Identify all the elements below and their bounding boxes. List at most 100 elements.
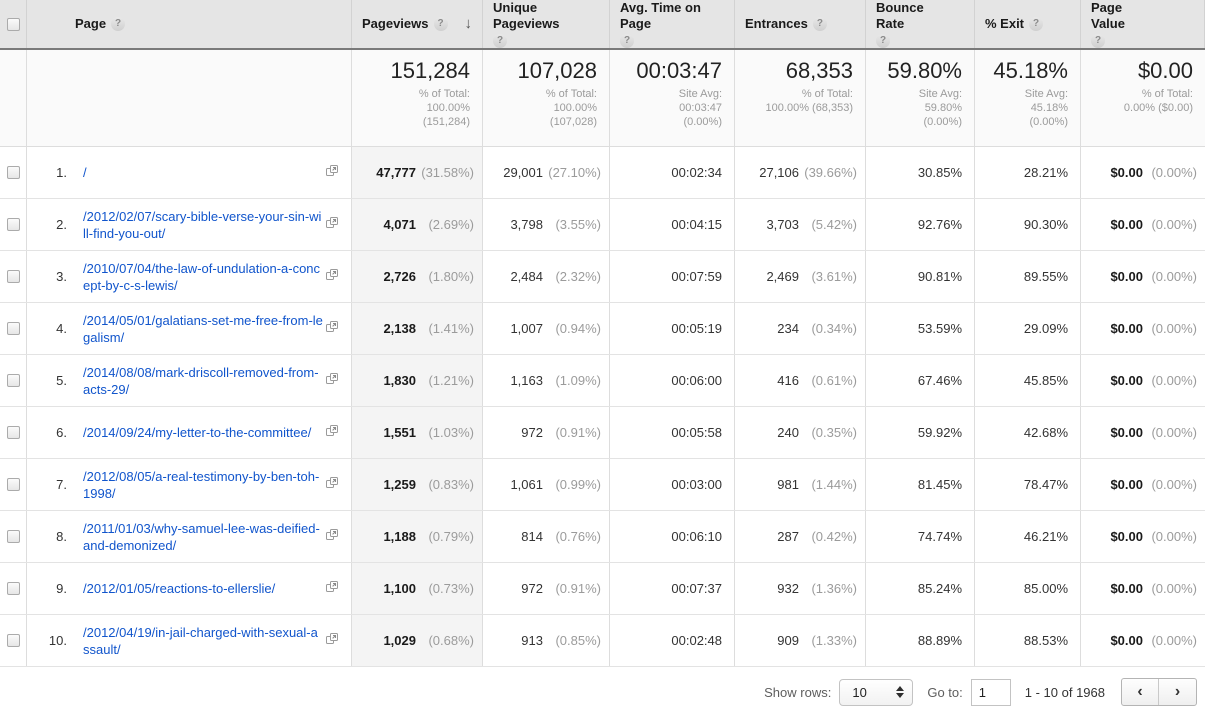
row-checkbox[interactable]	[6, 374, 20, 387]
unique-pageviews-cell: 29,001 (27.10%)	[483, 147, 610, 198]
open-page-external-icon[interactable]	[325, 320, 339, 337]
unique-pageviews-value: 1,163	[510, 373, 543, 388]
entrances-cell: 932 (1.36%)	[735, 563, 866, 614]
row-checkbox[interactable]	[6, 322, 20, 335]
column-header-page-label[interactable]: Page	[75, 16, 107, 31]
row-checkbox[interactable]	[6, 166, 20, 179]
help-icon[interactable]: ?	[433, 17, 448, 31]
select-all-checkbox[interactable]	[6, 17, 20, 31]
row-number: 5.	[56, 373, 67, 388]
open-page-external-icon[interactable]	[325, 164, 339, 181]
page-cell: 8. /2011/01/03/why-samuel-lee-was-deifie…	[27, 511, 352, 562]
help-icon[interactable]: ?	[620, 34, 634, 48]
row-checkbox[interactable]	[6, 478, 20, 491]
help-icon[interactable]: ?	[876, 34, 890, 48]
unique-pageviews-value: 972	[521, 581, 543, 596]
column-header-avg-time-label[interactable]: Avg. Time on Page	[620, 0, 701, 31]
page-link[interactable]: /2012/08/05/a-real-testimony-by-ben-toh-…	[83, 468, 320, 501]
column-header-avg-time[interactable]: Avg. Time on Page ?	[610, 0, 735, 48]
help-icon[interactable]: ?	[111, 17, 126, 31]
summary-avg-time-value: 00:03:47	[636, 58, 722, 83]
summary-pageviews-subtext: % of Total: 100.00% (151,284)	[418, 88, 470, 128]
show-rows-dropdown[interactable]: 10	[839, 678, 914, 706]
column-header-page[interactable]: Page ?	[27, 0, 352, 48]
row-number: 1.	[56, 165, 67, 180]
pct-exit-cell: 85.00%	[975, 563, 1081, 614]
bounce-rate-cell: 53.59%	[866, 303, 975, 354]
page-cell: 5. /2014/08/08/mark-driscoll-removed-fro…	[27, 355, 352, 406]
open-page-external-icon[interactable]	[325, 476, 339, 493]
avg-time-value: 00:03:00	[671, 477, 722, 492]
pct-exit-cell: 78.47%	[975, 459, 1081, 510]
pageviews-percent: (2.69%)	[428, 217, 474, 232]
page-value-cell: $0.00 (0.00%)	[1081, 199, 1205, 250]
open-page-external-icon[interactable]	[325, 372, 339, 389]
column-header-pageviews[interactable]: Pageviews ? ↓	[352, 0, 483, 48]
page-link[interactable]: /	[83, 165, 87, 180]
row-checkbox[interactable]	[6, 426, 20, 439]
open-page-external-icon[interactable]	[325, 528, 339, 545]
previous-page-button[interactable]: ‹	[1122, 679, 1159, 705]
column-header-bounce-rate-label[interactable]: Bounce Rate	[876, 0, 924, 31]
column-header-entrances-label[interactable]: Entrances	[745, 16, 808, 31]
bounce-rate-value: 67.46%	[917, 373, 962, 388]
column-header-pct-exit-label[interactable]: % Exit	[985, 16, 1025, 31]
entrances-value: 287	[777, 529, 799, 544]
pageviews-cell: 47,777 (31.58%)	[352, 147, 483, 198]
bounce-rate-cell: 74.74%	[866, 511, 975, 562]
page-link[interactable]: /2012/02/07/scary-bible-verse-your-sin-w…	[83, 208, 322, 241]
page-value-value: $0.00	[1110, 269, 1143, 284]
open-page-external-icon[interactable]	[325, 580, 339, 597]
row-checkbox[interactable]	[6, 634, 20, 647]
column-header-pct-exit[interactable]: % Exit ?	[975, 0, 1081, 48]
pageviews-cell: 2,726 (1.80%)	[352, 251, 483, 302]
column-header-pageviews-label[interactable]: Pageviews	[362, 16, 429, 31]
page-link[interactable]: /2012/01/05/reactions-to-ellerslie/	[83, 581, 276, 596]
page-cell: 1. /	[27, 147, 352, 198]
help-icon[interactable]: ?	[1029, 17, 1044, 31]
row-checkbox[interactable]	[6, 218, 20, 231]
entrances-value: 27,106	[759, 165, 799, 180]
pageviews-value: 2,138	[383, 321, 416, 336]
entrances-value: 3,703	[766, 217, 799, 232]
goto-page-input[interactable]	[970, 678, 1011, 706]
column-header-unique-pageviews[interactable]: Unique Pageviews ?	[483, 0, 610, 48]
unique-pageviews-cell: 972 (0.91%)	[483, 563, 610, 614]
column-header-bounce-rate[interactable]: Bounce Rate ?	[866, 0, 975, 48]
help-icon[interactable]: ?	[812, 17, 827, 31]
pages-report-table: Page ? Pageviews ? ↓ Unique Pageviews ? …	[0, 0, 1205, 667]
pct-exit-cell: 28.21%	[975, 147, 1081, 198]
page-link[interactable]: /2014/05/01/galatians-set-me-free-from-l…	[83, 312, 323, 345]
show-rows-label: Show rows:	[764, 684, 832, 700]
open-page-external-icon[interactable]	[325, 268, 339, 285]
column-header-unique-pageviews-label[interactable]: Unique Pageviews	[493, 0, 560, 31]
open-page-external-icon[interactable]	[325, 216, 339, 233]
page-link[interactable]: /2014/08/08/mark-driscoll-removed-from-a…	[83, 364, 319, 397]
column-header-entrances[interactable]: Entrances ?	[735, 0, 866, 48]
page-value-value: $0.00	[1110, 425, 1143, 440]
open-page-external-icon[interactable]	[325, 424, 339, 441]
page-link[interactable]: /2012/04/19/in-jail-charged-with-sexual-…	[83, 624, 318, 657]
row-checkbox[interactable]	[6, 530, 20, 543]
help-icon[interactable]: ?	[493, 34, 507, 48]
row-checkbox-cell	[0, 459, 27, 510]
pageviews-value: 1,830	[383, 373, 416, 388]
page-link[interactable]: /2014/09/24/my-letter-to-the-committee/	[83, 425, 312, 440]
open-page-external-icon[interactable]	[325, 632, 339, 649]
column-header-page-value-label[interactable]: Page Value	[1091, 0, 1125, 31]
column-header-page-value[interactable]: Page Value ?	[1081, 0, 1205, 48]
row-checkbox-cell	[0, 615, 27, 666]
help-icon[interactable]: ?	[1091, 34, 1105, 48]
page-link[interactable]: /2010/07/04/the-law-of-undulation-a-conc…	[83, 260, 321, 293]
summary-entrances: 68,353 % of Total: 100.00% (68,353)	[735, 50, 866, 146]
entrances-value: 2,469	[766, 269, 799, 284]
page-link[interactable]: /2011/01/03/why-samuel-lee-was-deified-a…	[83, 520, 320, 553]
row-checkbox[interactable]	[6, 270, 20, 283]
row-checkbox[interactable]	[6, 582, 20, 595]
next-page-button[interactable]: ›	[1159, 679, 1196, 705]
page-value-cell: $0.00 (0.00%)	[1081, 251, 1205, 302]
page-cell: 7. /2012/08/05/a-real-testimony-by-ben-t…	[27, 459, 352, 510]
summary-bounce-rate-value: 59.80%	[887, 58, 962, 83]
avg-time-cell: 00:02:48	[610, 615, 735, 666]
avg-time-value: 00:06:00	[671, 373, 722, 388]
